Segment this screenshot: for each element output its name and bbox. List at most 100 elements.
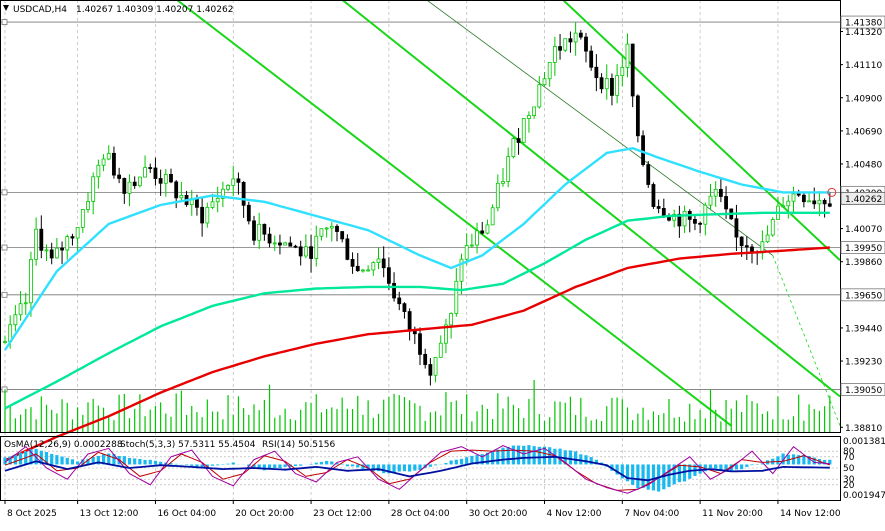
candle-body <box>195 199 198 208</box>
osma-bar <box>584 455 587 464</box>
candle-body <box>647 165 650 185</box>
candle-body <box>792 194 795 201</box>
level-marker <box>2 292 7 297</box>
candle-body <box>657 207 660 209</box>
level-price-label: 1.39050 <box>845 386 882 396</box>
price-tick-label: 1.38810 <box>845 424 882 434</box>
candle-body <box>569 39 572 42</box>
osma-bar <box>346 464 349 466</box>
candle-body <box>522 118 525 142</box>
candle-body <box>118 175 121 178</box>
candle-body <box>237 179 240 182</box>
candle-body <box>24 303 27 304</box>
candle-body <box>766 235 769 242</box>
candle-body <box>745 246 748 247</box>
candle-body <box>315 236 318 258</box>
candle-body <box>605 78 608 88</box>
x-tick-label: 28 Oct 04:00 <box>391 509 450 519</box>
osma-bar <box>434 464 437 465</box>
osma-bar <box>216 464 219 465</box>
candle-body <box>278 243 281 245</box>
osma-bar <box>190 464 193 465</box>
candle-body <box>548 62 551 78</box>
candle-body <box>699 223 702 224</box>
candle-body <box>149 168 152 169</box>
candle-body <box>585 37 588 51</box>
candle-body <box>610 78 613 95</box>
osma-bar <box>507 447 510 465</box>
osma-bar <box>517 446 520 465</box>
osma-bar <box>66 458 69 465</box>
candle-body <box>180 195 183 197</box>
osma-bar <box>745 464 748 466</box>
osma-bar <box>533 446 536 464</box>
osma-bar <box>330 461 333 464</box>
current-price-label: 1.40262 <box>845 195 882 205</box>
candle-body <box>81 209 84 227</box>
osma-bar <box>714 464 717 468</box>
level-price-label: 1.39950 <box>845 244 882 254</box>
osma-bar <box>569 450 572 464</box>
candle-body <box>232 179 235 185</box>
candle-body <box>802 195 805 202</box>
x-tick-label: 4 Nov 12:00 <box>547 509 602 519</box>
candle-body <box>652 184 655 206</box>
candle-body <box>533 107 536 116</box>
osma-bar <box>636 464 639 488</box>
price-tick-label: 1.39440 <box>845 324 882 334</box>
x-tick-label: 11 Nov 20:00 <box>702 509 763 519</box>
candle-body <box>439 343 442 357</box>
price-tick-label: 1.40070 <box>845 225 882 235</box>
candle-body <box>19 304 22 315</box>
candle-body <box>35 229 38 259</box>
x-tick-label: 13 Oct 12:00 <box>80 509 139 519</box>
osc-level-label: 50 <box>843 464 855 474</box>
candle-body <box>600 78 603 89</box>
osma-bar <box>527 445 530 464</box>
candle-body <box>553 47 556 63</box>
osc-level-label: 20 <box>843 481 855 491</box>
osma-bar <box>138 459 141 464</box>
candle-body <box>714 189 717 196</box>
candle-body <box>662 208 665 215</box>
candle-body <box>351 259 354 266</box>
candle-body <box>242 182 245 205</box>
candle-body <box>642 136 645 165</box>
osma-bar <box>211 464 214 465</box>
osma-bar <box>50 454 53 465</box>
osma-bar <box>133 458 136 464</box>
candle-body <box>206 207 209 223</box>
osma-bar <box>294 464 297 466</box>
osma-bar <box>460 459 463 465</box>
osma-bar <box>175 464 178 465</box>
candle-body <box>4 342 7 343</box>
level-marker <box>2 190 7 195</box>
osma-bar <box>273 464 276 468</box>
candle-body <box>543 79 546 85</box>
osma-bar <box>647 464 650 489</box>
candle-body <box>818 200 821 203</box>
price-tick-label: 1.40690 <box>845 127 882 137</box>
osma-bar <box>496 450 499 465</box>
candle-body <box>631 44 634 96</box>
candle-body <box>559 47 562 51</box>
osma-bar <box>491 451 494 464</box>
candle-body <box>590 51 593 67</box>
candle-body <box>268 234 271 243</box>
osma-bottom-label: 0.001947 <box>843 491 885 501</box>
candle-body <box>346 239 349 260</box>
candle-body <box>284 243 287 245</box>
candle-body <box>527 116 530 119</box>
candle-body <box>470 245 473 246</box>
osma-bar <box>226 464 229 465</box>
price-tick-label: 1.39230 <box>845 358 882 368</box>
candle-body <box>102 159 105 165</box>
candle-body <box>496 183 499 207</box>
osma-bar <box>444 463 447 464</box>
candle-body <box>258 224 261 240</box>
osma-bar <box>455 460 458 465</box>
candle-body <box>398 298 401 304</box>
candle-body <box>211 202 214 208</box>
